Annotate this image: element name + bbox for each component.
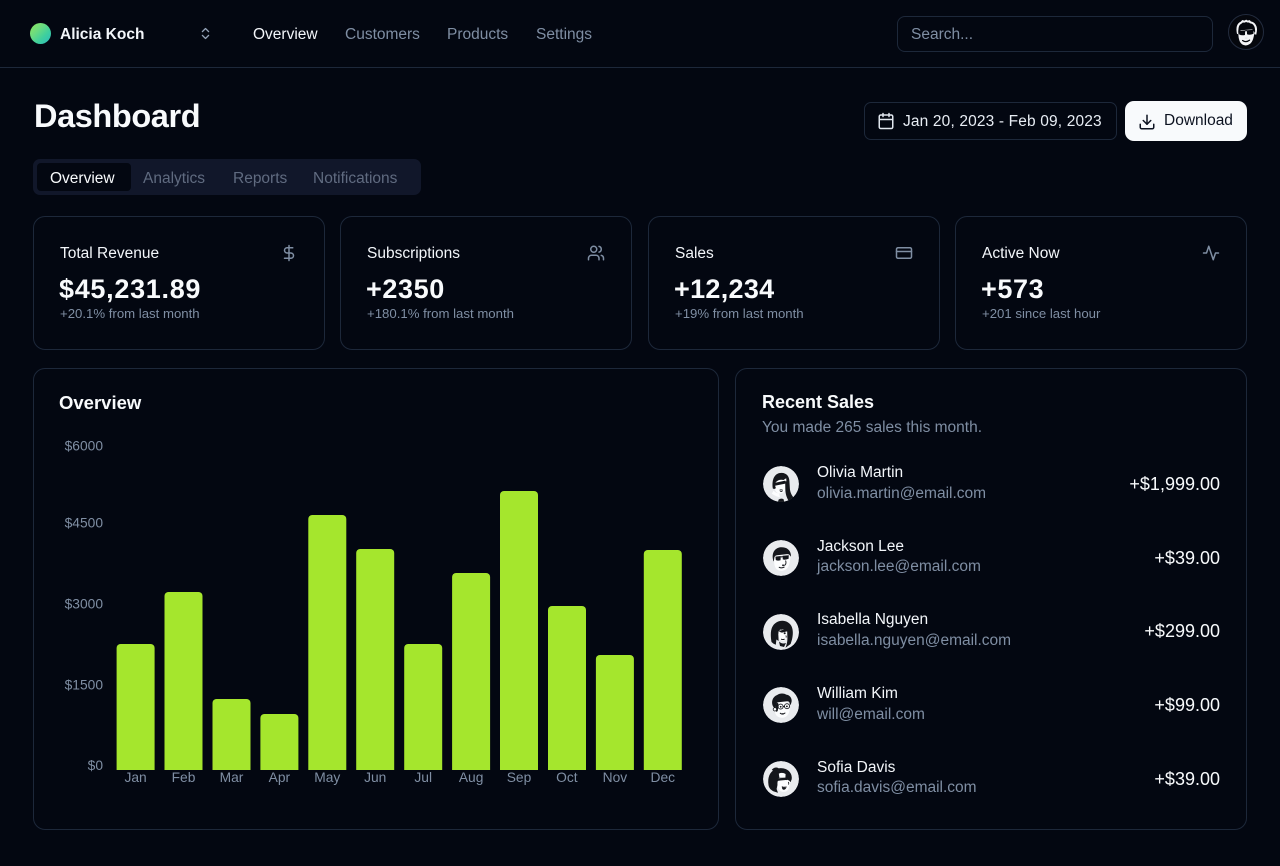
- svg-text:Mar: Mar: [220, 770, 244, 785]
- svg-text:Jul: Jul: [414, 770, 432, 785]
- svg-text:Sep: Sep: [507, 770, 532, 785]
- svg-text:$6000: $6000: [65, 439, 104, 454]
- svg-text:Apr: Apr: [269, 770, 291, 785]
- svg-text:Aug: Aug: [459, 770, 484, 785]
- svg-text:$0: $0: [88, 758, 104, 773]
- svg-text:Feb: Feb: [172, 770, 196, 785]
- svg-text:Oct: Oct: [556, 770, 578, 785]
- svg-text:May: May: [314, 770, 340, 785]
- svg-text:Jun: Jun: [364, 770, 386, 785]
- svg-text:$3000: $3000: [65, 597, 104, 612]
- svg-text:Jan: Jan: [124, 770, 146, 785]
- svg-text:Nov: Nov: [603, 770, 628, 785]
- svg-text:Dec: Dec: [651, 770, 676, 785]
- svg-text:$1500: $1500: [65, 678, 104, 693]
- svg-text:$4500: $4500: [65, 516, 104, 531]
